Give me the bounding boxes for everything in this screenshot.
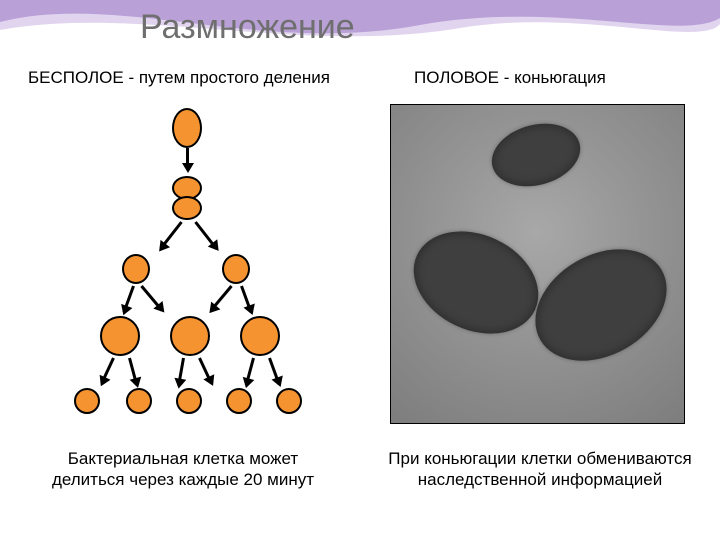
cell-node [170,316,210,356]
cell-node [100,316,140,356]
division-tree-diagram [60,100,320,440]
division-arrow-icon [240,285,252,312]
wave-path-2 [0,0,720,36]
wave-path-1 [0,0,720,33]
division-arrow-icon [268,357,280,384]
cell-node [222,254,250,284]
division-arrow-icon [123,285,135,312]
division-arrow-icon [194,221,217,250]
microscopy-image [390,104,685,424]
caption-sexual: При коньюгации клетки обмениваются насле… [380,448,700,491]
division-arrow-icon [159,221,182,250]
cell-node [226,388,252,414]
cell-node [240,316,280,356]
cell-node [276,388,302,414]
division-arrow-icon [245,358,255,386]
cell-node [172,196,202,220]
cell-node [74,388,100,414]
division-arrow-icon [186,148,189,170]
subtitle-sexual: ПОЛОВОЕ - коньюгация [414,68,606,88]
header-wave [0,0,720,50]
division-arrow-icon [210,285,233,311]
page-title: Размножение [140,8,355,47]
division-arrow-icon [140,285,163,311]
division-arrow-icon [177,358,185,386]
division-arrow-icon [128,358,138,386]
cell-node [126,388,152,414]
division-arrow-icon [100,357,115,384]
cell-node [172,108,202,148]
division-arrow-icon [198,357,213,384]
cell-node [122,254,150,284]
cell-node [176,388,202,414]
caption-asexual: Бактериальная клетка может делиться чере… [38,448,328,491]
subtitle-asexual: БЕСПОЛОЕ - путем простого деления [28,68,330,88]
